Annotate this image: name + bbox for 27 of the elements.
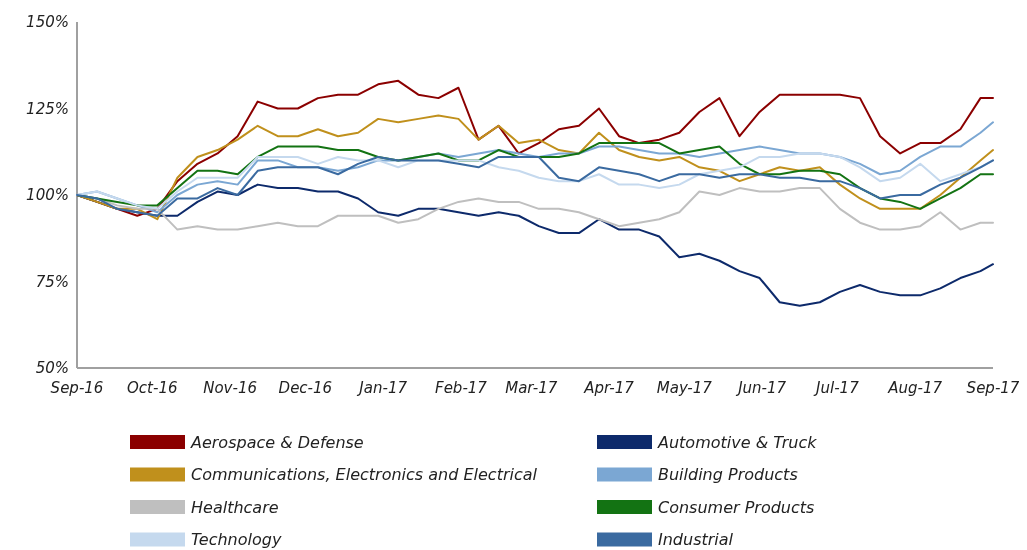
line-series [76, 155, 994, 217]
legend-label: Healthcare [191, 497, 279, 517]
x-tick-label: Oct-16 [127, 379, 178, 397]
legend-label: Building Products [658, 465, 798, 485]
legend-label: Industrial [658, 530, 734, 550]
legend-label: Communications, Electronics and Electrical [191, 465, 538, 485]
x-tick-label: Aug-17 [887, 379, 943, 397]
x-tick-label: Apr-17 [583, 379, 635, 397]
x-tick-label: Sep-16 [50, 379, 104, 397]
y-tick-label: 100% [26, 186, 69, 205]
legend-label: Aerospace & Defense [190, 432, 364, 452]
y-tick-label: 125% [26, 99, 69, 118]
y-tick-label: 75% [35, 272, 69, 291]
x-tick-label: May-17 [656, 379, 713, 397]
y-tick-label: 150% [26, 13, 69, 32]
y-tick-label: 50% [35, 359, 69, 378]
x-tick-label: Feb-17 [435, 379, 488, 397]
x-tick-label: Sep-17 [966, 379, 1020, 397]
x-tick-label: Jun-17 [735, 379, 787, 397]
legend-label: Consumer Products [658, 497, 815, 517]
x-tick-label: Nov-16 [203, 379, 257, 397]
legend-label: Technology [191, 530, 282, 550]
x-tick-label: Dec-16 [278, 379, 333, 397]
x-tick-label: Mar-17 [505, 379, 558, 397]
x-tick-label: Jul-17 [813, 379, 860, 397]
legend-label: Automotive & Truck [657, 432, 818, 452]
x-tick-label: Jan-17 [356, 379, 408, 397]
